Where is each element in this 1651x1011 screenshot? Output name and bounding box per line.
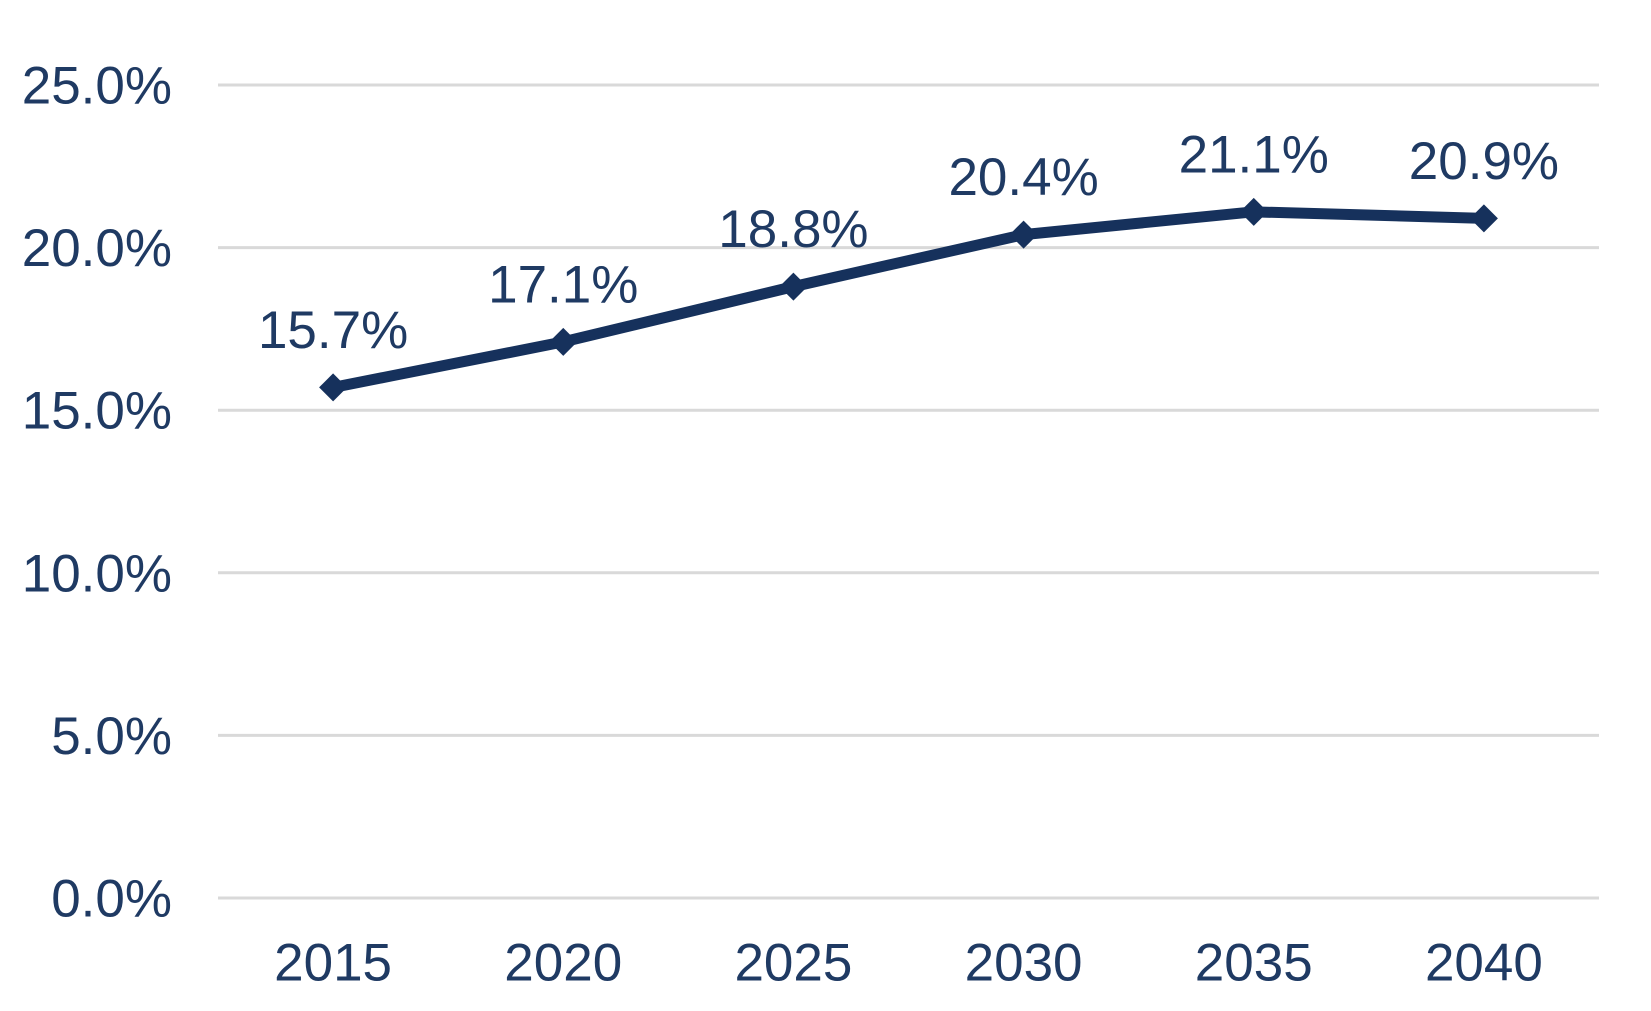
y-tick-label: 0.0% xyxy=(51,870,172,929)
x-tick-label: 2015 xyxy=(274,934,392,993)
y-tick-label: 25.0% xyxy=(22,57,172,116)
y-tick-label: 15.0% xyxy=(22,382,172,441)
gridlines xyxy=(218,83,1599,900)
data-point-marker xyxy=(549,327,578,356)
y-tick-label: 20.0% xyxy=(22,219,172,278)
x-axis-tick-labels: 2015 2020 2025 2030 2035 2040 xyxy=(274,934,1543,993)
y-axis-tick-labels: 25.0% 20.0% 15.0% 10.0% 5.0% 0.0% xyxy=(22,57,172,929)
x-tick-label: 2030 xyxy=(965,934,1083,993)
data-point-marker xyxy=(1469,204,1498,233)
x-tick-label: 2035 xyxy=(1195,934,1313,993)
data-point-marker xyxy=(779,272,808,301)
x-tick-label: 2025 xyxy=(734,934,852,993)
data-series-line xyxy=(327,206,1490,393)
data-point-label: 20.4% xyxy=(948,148,1098,207)
data-point-label: 18.8% xyxy=(718,200,868,259)
data-point-marker xyxy=(319,373,348,402)
data-point-markers xyxy=(319,197,1498,402)
data-point-label: 15.7% xyxy=(258,301,408,360)
y-tick-label: 5.0% xyxy=(51,707,172,766)
data-point-label: 20.9% xyxy=(1409,132,1559,191)
data-point-label: 21.1% xyxy=(1179,125,1329,184)
data-point-marker xyxy=(1239,197,1268,226)
x-tick-label: 2020 xyxy=(504,934,622,993)
y-tick-label: 10.0% xyxy=(22,544,172,603)
data-point-label: 17.1% xyxy=(488,255,638,314)
data-point-labels: 15.7% 17.1% 18.8% 20.4% 21.1% 20.9% xyxy=(258,125,1559,360)
data-point-marker xyxy=(1009,220,1038,249)
x-tick-label: 2040 xyxy=(1425,934,1543,993)
